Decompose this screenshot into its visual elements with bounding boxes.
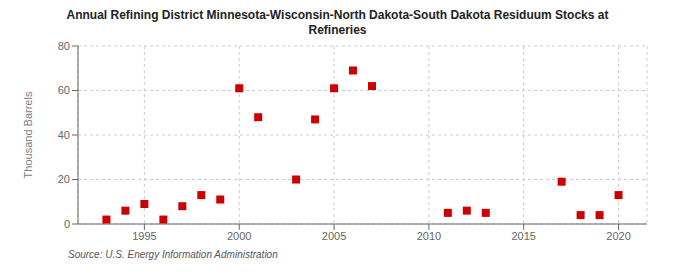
svg-text:40: 40 [58, 129, 70, 141]
svg-text:2005: 2005 [322, 230, 346, 242]
svg-text:2020: 2020 [606, 230, 630, 242]
html-text:Source: U.S. Energy Informatio: Source: U.S. Energy Information Administ… [68, 249, 278, 260]
html-text:Annual Refining District Minne: Annual Refining District Minnesota-Wisco… [66, 8, 609, 22]
svg-text:80: 80 [58, 40, 70, 52]
html-text:Refineries: Refineries [308, 23, 367, 37]
svg-text:2000: 2000 [227, 230, 251, 242]
svg-text:60: 60 [58, 84, 70, 96]
svg-text:Thousand Barrels: Thousand Barrels [22, 91, 34, 178]
svg-text:0: 0 [64, 218, 70, 230]
svg-text:20: 20 [58, 173, 70, 185]
svg-text:2010: 2010 [417, 230, 441, 242]
svg-text:1995: 1995 [132, 230, 156, 242]
svg-text:2015: 2015 [511, 230, 535, 242]
